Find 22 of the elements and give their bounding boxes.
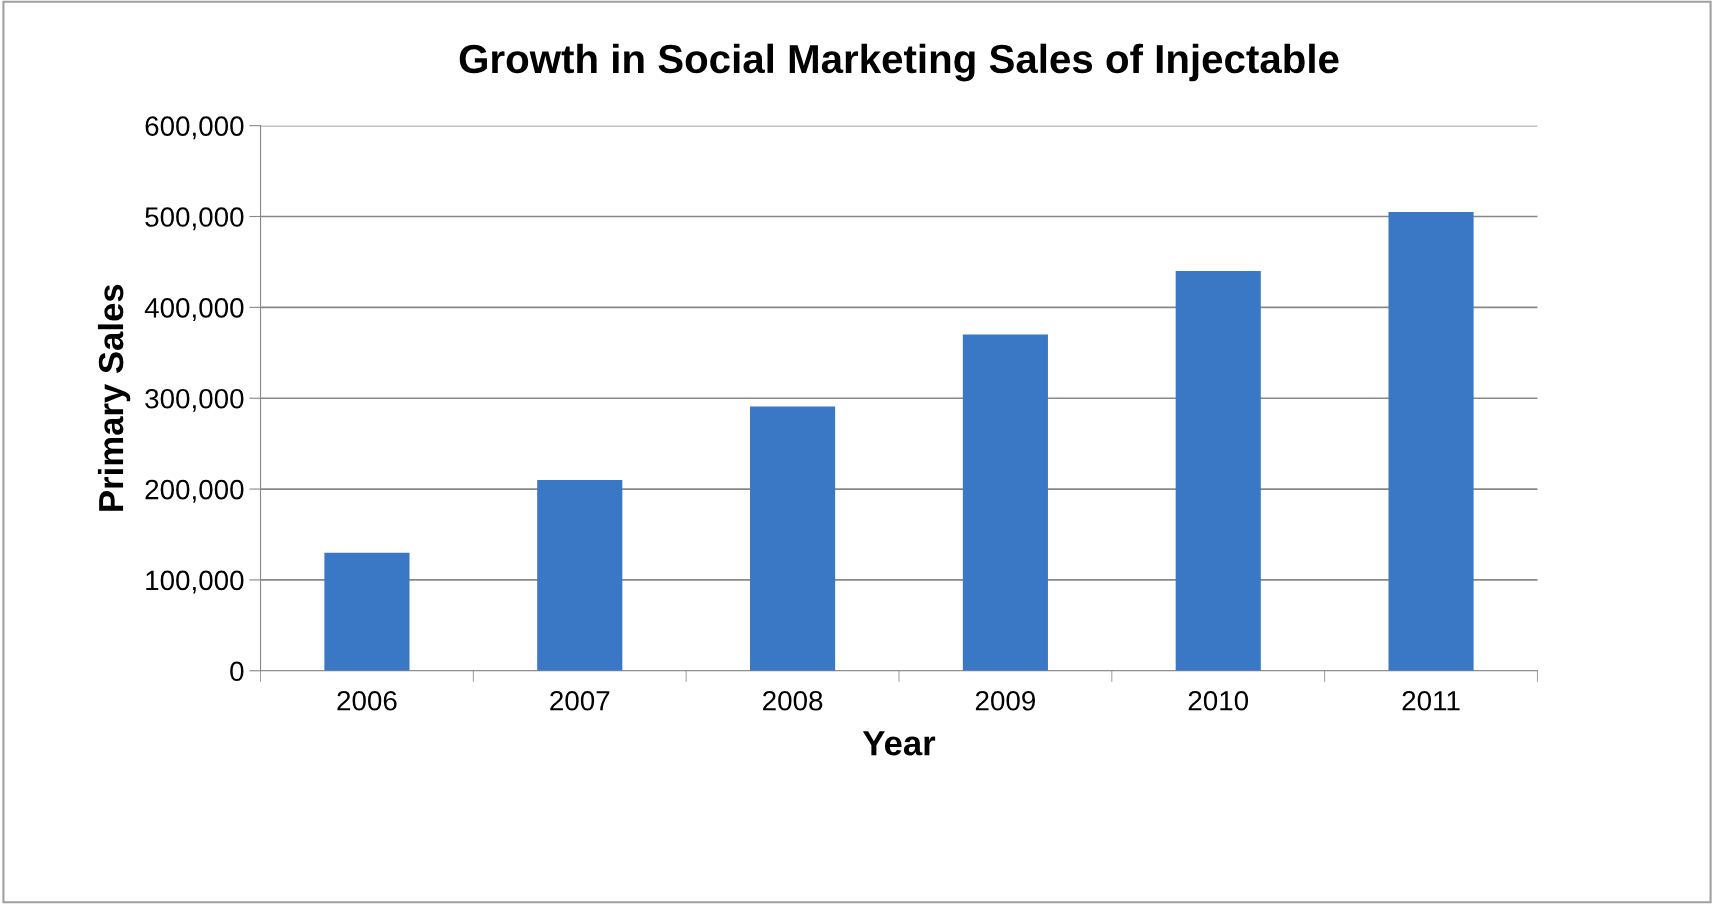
bar — [962, 334, 1048, 671]
y-tick-label: 100,000 — [146, 570, 244, 594]
y-tick-label: 0 — [230, 661, 244, 682]
x-tick-label: 2010 — [1188, 690, 1249, 711]
bar — [537, 479, 623, 671]
x-tick-label: 2007 — [550, 690, 610, 711]
chart-title: Growth in Social Marketing Sales of Injectable — [459, 43, 1339, 82]
bar — [1175, 271, 1261, 671]
y-tick-label: 600,000 — [145, 116, 244, 140]
x-tick-label: 2011 — [1402, 690, 1460, 711]
y-tick-label: 500,000 — [145, 207, 244, 231]
y-tick-label: 400,000 — [144, 298, 244, 321]
bar — [324, 552, 410, 671]
y-tick-label: 300,000 — [145, 388, 244, 412]
x-tick-label: 2009 — [975, 690, 1035, 711]
bar — [750, 406, 836, 671]
x-tick-label: 2006 — [337, 690, 397, 711]
x-axis-title: Year — [862, 731, 936, 756]
x-tick-label: 2008 — [763, 690, 823, 711]
y-axis-title: Primary Sales — [97, 284, 131, 511]
bar — [1388, 211, 1474, 671]
y-tick-label: 200,000 — [145, 479, 244, 503]
